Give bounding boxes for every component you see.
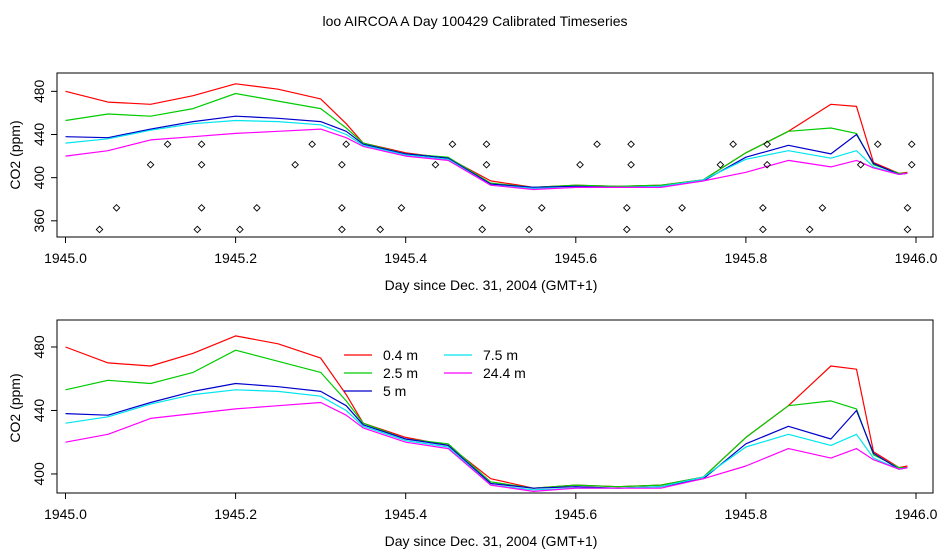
- legend-label: 2.5 m: [383, 365, 418, 381]
- top-marker: [537, 204, 546, 212]
- top-marker: [716, 160, 725, 169]
- top-marker: [903, 204, 912, 212]
- top-marker: [856, 160, 865, 169]
- top-marker: [397, 204, 406, 212]
- top-series-line-4: [65, 128, 908, 191]
- top-marker: [818, 204, 827, 212]
- legend-label: 5 m: [383, 383, 406, 399]
- bottom-series-line-1: [65, 349, 908, 489]
- top-ytick-label: 400: [31, 166, 47, 190]
- bottom-series-line-2: [65, 382, 908, 489]
- top-series-line-2: [65, 115, 908, 188]
- top-marker: [478, 225, 487, 234]
- bottom-xtick-label: 1945.0: [44, 506, 87, 522]
- legend-label: 24.4 m: [483, 365, 526, 381]
- top-ytick-label: 440: [31, 123, 47, 147]
- top-marker: [197, 160, 206, 169]
- top-marker: [163, 140, 172, 149]
- top-marker: [593, 140, 601, 149]
- bottom-panel: Day since Dec. 31, 2004 (GMT+1) CO2 (ppm…: [7, 319, 938, 549]
- top-marker: [338, 225, 346, 234]
- bottom-xtick-label: 1945.4: [384, 506, 427, 522]
- chart-title: loo AIRCOA A Day 100429 Calibrated Times…: [322, 13, 627, 29]
- top-marker: [431, 160, 440, 169]
- top-marker: [627, 140, 635, 149]
- bottom-ylabel: CO2 (ppm): [7, 373, 23, 442]
- top-marker: [665, 225, 674, 234]
- bottom-ytick-label: 400: [31, 462, 47, 486]
- top-marker: [146, 160, 155, 169]
- bottom-plot-frame: [56, 319, 934, 494]
- top-marker: [763, 140, 771, 149]
- top-marker: [627, 160, 635, 169]
- top-marker: [805, 225, 814, 234]
- top-marker: [342, 140, 351, 149]
- top-marker: [729, 140, 737, 149]
- top-marker: [622, 225, 631, 234]
- top-marker: [678, 204, 686, 212]
- top-marker: [576, 160, 584, 169]
- top-marker: [763, 160, 771, 169]
- top-marker: [903, 225, 912, 234]
- top-marker: [907, 160, 916, 169]
- top-marker: [193, 225, 202, 234]
- top-marker: [291, 160, 299, 169]
- top-marker: [525, 225, 533, 234]
- top-marker: [622, 204, 631, 212]
- bottom-series-line-3: [65, 389, 908, 491]
- top-marker: [338, 160, 346, 169]
- top-marker: [759, 225, 767, 234]
- top-plot-frame: [56, 72, 934, 238]
- bottom-ytick-label: 480: [31, 335, 47, 359]
- top-marker: [308, 140, 316, 149]
- bottom-xtick-label: 1946.0: [895, 506, 938, 522]
- top-series-line-0: [65, 83, 908, 188]
- top-marker: [253, 204, 261, 212]
- legend-label: 7.5 m: [483, 347, 518, 363]
- bottom-xtick-label: 1945.6: [554, 506, 597, 522]
- top-ytick-label: 480: [31, 79, 47, 103]
- bottom-series-line-0: [65, 335, 908, 489]
- legend-label: 0.4 m: [383, 347, 418, 363]
- bottom-ytick-label: 440: [31, 399, 47, 423]
- top-marker: [338, 204, 346, 212]
- top-marker: [197, 204, 206, 212]
- top-ytick-label: 360: [31, 209, 47, 233]
- top-xtick-label: 1945.4: [384, 250, 427, 266]
- bottom-xlabel: Day since Dec. 31, 2004 (GMT+1): [385, 533, 598, 549]
- top-xtick-label: 1945.6: [554, 250, 597, 266]
- bottom-xtick-label: 1945.8: [724, 506, 767, 522]
- top-marker: [482, 160, 491, 169]
- top-marker: [448, 140, 457, 149]
- top-xtick-label: 1945.2: [214, 250, 257, 266]
- legend: 0.4 m 2.5 m 5 m 7.5 m 24.4 m: [344, 347, 526, 399]
- top-marker: [376, 225, 385, 234]
- top-marker: [236, 225, 244, 234]
- top-marker: [907, 140, 916, 149]
- top-xtick-label: 1946.0: [895, 250, 938, 266]
- bottom-xtick-label: 1945.2: [214, 506, 257, 522]
- top-marker: [112, 204, 121, 212]
- top-marker: [197, 140, 206, 149]
- top-ylabel: CO2 (ppm): [7, 120, 23, 189]
- top-xlabel: Day since Dec. 31, 2004 (GMT+1): [385, 277, 598, 293]
- top-xtick-label: 1945.8: [724, 250, 767, 266]
- top-panel: Day since Dec. 31, 2004 (GMT+1) CO2 (ppm…: [7, 72, 938, 293]
- top-xtick-label: 1945.0: [44, 250, 87, 266]
- top-marker: [482, 140, 491, 149]
- bottom-series-line-4: [65, 401, 908, 492]
- top-marker: [478, 204, 487, 212]
- top-marker: [759, 204, 767, 212]
- top-marker: [95, 225, 104, 234]
- top-marker: [873, 140, 882, 149]
